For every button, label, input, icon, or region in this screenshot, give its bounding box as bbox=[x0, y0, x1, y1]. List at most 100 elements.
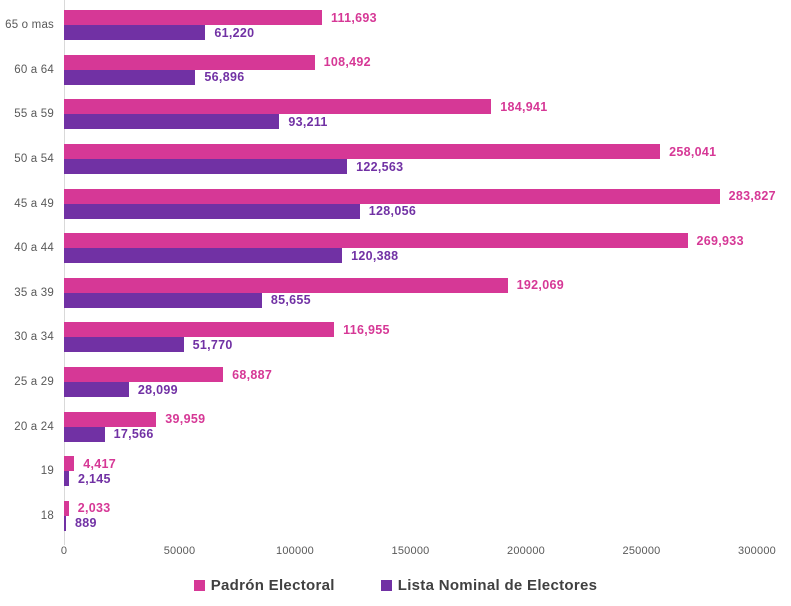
category-label: 19 bbox=[40, 465, 54, 478]
bar-line: 39,959 bbox=[64, 411, 791, 427]
x-tick-label: 250000 bbox=[622, 545, 661, 557]
bar-row: 50 a 54 258,041 122,563 bbox=[0, 137, 791, 182]
bar-line: 258,041 bbox=[64, 144, 791, 160]
x-axis: 0 50000 100000 150000 200000 250000 300000 bbox=[0, 545, 791, 559]
padron-value-label: 283,827 bbox=[728, 189, 776, 204]
x-tick-label: 50000 bbox=[163, 545, 196, 557]
lista-nominal-bar bbox=[64, 292, 262, 308]
bar-line: 56,896 bbox=[64, 69, 791, 85]
bar-line: 111,693 bbox=[64, 10, 791, 26]
x-tick-label: 200000 bbox=[507, 545, 545, 557]
padron-value-label: 2,033 bbox=[77, 501, 111, 516]
category-label: 40 a 44 bbox=[14, 242, 54, 255]
lista-nominal-bar bbox=[64, 471, 69, 487]
padron-value-label: 108,492 bbox=[323, 55, 371, 70]
lista-nominal-bar bbox=[64, 382, 129, 398]
lista-nominal-bar bbox=[64, 203, 360, 219]
bar-line: 51,770 bbox=[64, 337, 791, 353]
bars-group: 269,933 120,388 bbox=[64, 226, 791, 271]
bar-line: 122,563 bbox=[64, 159, 791, 175]
padron-bar bbox=[64, 500, 69, 516]
padron-bar bbox=[64, 277, 508, 293]
bars-group: 108,492 56,896 bbox=[64, 48, 791, 93]
legend-label: Padrón Electoral bbox=[210, 577, 335, 594]
lista-nominal-value-label: 51,770 bbox=[192, 337, 233, 352]
x-tick-label: 150000 bbox=[391, 545, 430, 557]
bar-line: 116,955 bbox=[64, 322, 791, 338]
lista-nominal-bar bbox=[64, 515, 67, 531]
y-axis-line bbox=[64, 0, 65, 545]
bar-line: 2,145 bbox=[64, 471, 791, 487]
padron-value-label: 192,069 bbox=[516, 278, 564, 293]
lista-nominal-value-label: 85,655 bbox=[270, 293, 311, 308]
padron-value-label: 269,933 bbox=[696, 233, 744, 248]
legend-item: Padrón Electoral bbox=[193, 577, 335, 594]
bars-group: 2,033 889 bbox=[64, 494, 791, 539]
bar-row: 30 a 34 116,955 51,770 bbox=[0, 315, 791, 360]
bar-line: 192,069 bbox=[64, 277, 791, 293]
x-tick-label: 0 bbox=[60, 545, 68, 557]
bar-row: 20 a 24 39,959 17,566 bbox=[0, 404, 791, 449]
legend-swatch bbox=[193, 580, 205, 591]
bars-group: 39,959 17,566 bbox=[64, 404, 791, 449]
lista-nominal-value-label: 120,388 bbox=[351, 248, 399, 263]
lista-nominal-bar bbox=[64, 114, 280, 130]
category-label: 18 bbox=[40, 509, 54, 522]
bars-group: 111,693 61,220 bbox=[64, 3, 791, 48]
padron-value-label: 4,417 bbox=[83, 456, 116, 471]
padron-value-label: 116,955 bbox=[343, 322, 390, 337]
padron-value-label: 68,887 bbox=[232, 367, 273, 382]
bar-line: 61,220 bbox=[64, 25, 791, 41]
lista-nominal-bar bbox=[64, 159, 348, 175]
padron-value-label: 184,941 bbox=[500, 99, 548, 114]
category-label: 50 a 54 bbox=[14, 153, 54, 166]
bar-line: 17,566 bbox=[64, 426, 791, 442]
bar-line: 4,417 bbox=[64, 456, 791, 472]
bar-line: 128,056 bbox=[64, 203, 791, 219]
legend-swatch bbox=[380, 580, 392, 591]
padron-bar bbox=[64, 367, 224, 383]
bars-group: 184,941 93,211 bbox=[64, 92, 791, 137]
padron-bar bbox=[64, 188, 720, 204]
bar-line: 85,655 bbox=[64, 292, 791, 308]
bars-group: 116,955 51,770 bbox=[64, 315, 791, 360]
bar-line: 2,033 bbox=[64, 500, 791, 516]
lista-nominal-value-label: 61,220 bbox=[214, 25, 255, 40]
legend-label: Lista Nominal de Electores bbox=[397, 577, 598, 594]
category-label: 30 a 34 bbox=[14, 331, 54, 344]
bar-row: 60 a 64 108,492 56,896 bbox=[0, 48, 791, 93]
bars-group: 258,041 122,563 bbox=[64, 137, 791, 182]
category-label: 35 a 39 bbox=[14, 286, 54, 299]
category-label: 65 o mas bbox=[5, 19, 54, 32]
lista-nominal-bar bbox=[64, 337, 184, 353]
category-label: 45 a 49 bbox=[14, 197, 54, 210]
padron-bar bbox=[64, 99, 492, 115]
padron-bar bbox=[64, 411, 157, 427]
lista-nominal-bar bbox=[64, 25, 206, 41]
bar-line: 120,388 bbox=[64, 248, 791, 264]
lista-nominal-bar bbox=[64, 248, 343, 264]
bars-group: 192,069 85,655 bbox=[64, 271, 791, 316]
bar-line: 68,887 bbox=[64, 367, 791, 383]
bar-row: 18 2,033 889 bbox=[0, 494, 791, 539]
bar-line: 108,492 bbox=[64, 54, 791, 70]
x-tick-label: 300000 bbox=[738, 545, 776, 557]
padron-bar bbox=[64, 10, 322, 26]
legend-item: Lista Nominal de Electores bbox=[380, 577, 598, 594]
bar-line: 93,211 bbox=[64, 114, 791, 130]
padron-value-label: 111,693 bbox=[331, 10, 377, 25]
bar-row: 65 o mas 111,693 61,220 bbox=[0, 3, 791, 48]
bar-row: 40 a 44 269,933 120,388 bbox=[0, 226, 791, 271]
bar-line: 269,933 bbox=[64, 233, 791, 249]
bar-row: 35 a 39 192,069 85,655 bbox=[0, 271, 791, 316]
lista-nominal-value-label: 122,563 bbox=[356, 159, 404, 174]
lista-nominal-value-label: 28,099 bbox=[137, 382, 178, 397]
category-label: 55 a 59 bbox=[14, 108, 54, 121]
legend: Padrón Electoral Lista Nominal de Elector… bbox=[0, 577, 791, 594]
bars-group: 4,417 2,145 bbox=[64, 449, 791, 494]
lista-nominal-value-label: 56,896 bbox=[204, 70, 245, 85]
padron-bar bbox=[64, 54, 315, 70]
lista-nominal-bar bbox=[64, 426, 105, 442]
padron-bar bbox=[64, 456, 75, 472]
